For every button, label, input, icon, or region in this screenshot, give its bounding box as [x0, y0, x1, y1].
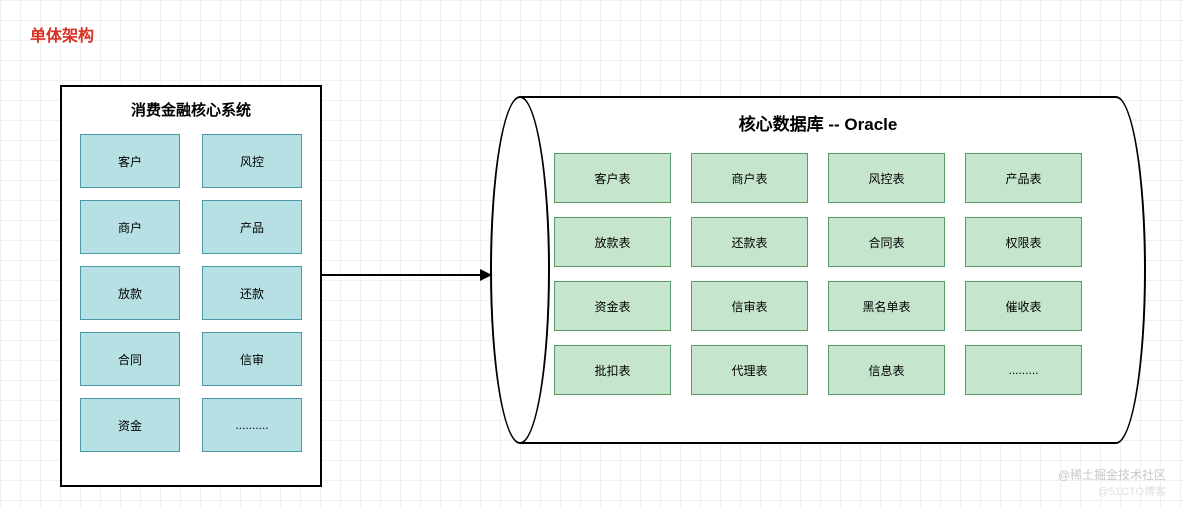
table-cell: 权限表 [965, 217, 1082, 267]
table-cell: 资金表 [554, 281, 671, 331]
table-cell: 风控表 [828, 153, 945, 203]
table-cell: ......... [965, 345, 1082, 395]
arrow-connector [322, 274, 490, 276]
database-cylinder: 核心数据库 -- Oracle 客户表商户表风控表产品表放款表还款表合同表权限表… [490, 96, 1146, 444]
module-cell: 放款 [80, 266, 180, 320]
system-box: 消费金融核心系统 客户风控商户产品放款还款合同信审资金.......... [60, 85, 322, 487]
watermark-51cto: @51CTO博客 [1098, 483, 1166, 499]
module-cell: 客户 [80, 134, 180, 188]
table-cell: 催收表 [965, 281, 1082, 331]
table-cell: 信息表 [828, 345, 945, 395]
database-title: 核心数据库 -- Oracle [546, 110, 1090, 135]
table-cell: 黑名单表 [828, 281, 945, 331]
table-cell: 合同表 [828, 217, 945, 267]
system-title: 消费金融核心系统 [80, 99, 302, 120]
module-cell: 合同 [80, 332, 180, 386]
module-cell: 资金 [80, 398, 180, 452]
table-grid: 客户表商户表风控表产品表放款表还款表合同表权限表资金表信审表黑名单表催收表批扣表… [546, 153, 1090, 395]
table-cell: 代理表 [691, 345, 808, 395]
table-cell: 产品表 [965, 153, 1082, 203]
table-cell: 信审表 [691, 281, 808, 331]
module-cell: 信审 [202, 332, 302, 386]
table-cell: 客户表 [554, 153, 671, 203]
module-cell: 商户 [80, 200, 180, 254]
table-cell: 放款表 [554, 217, 671, 267]
table-cell: 批扣表 [554, 345, 671, 395]
module-cell: 产品 [202, 200, 302, 254]
module-cell: 风控 [202, 134, 302, 188]
diagram-title: 单体架构 [30, 22, 94, 46]
table-cell: 商户表 [691, 153, 808, 203]
module-cell: 还款 [202, 266, 302, 320]
module-cell: .......... [202, 398, 302, 452]
table-cell: 还款表 [691, 217, 808, 267]
watermark-juejin: @稀土掘金技术社区 [1058, 466, 1166, 483]
module-grid: 客户风控商户产品放款还款合同信审资金.......... [80, 134, 302, 452]
